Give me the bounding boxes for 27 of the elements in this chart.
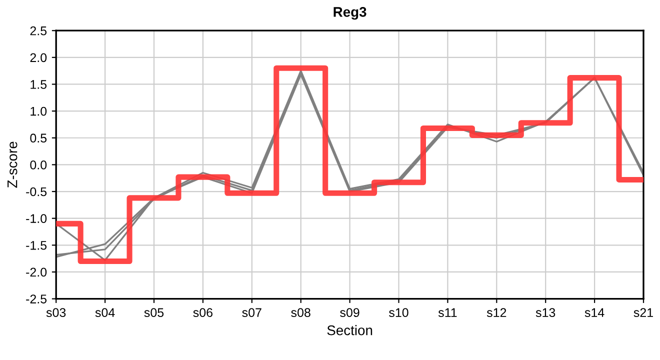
x-tick-label: s21 (634, 308, 653, 318)
y-tick-label: -1.0 (26, 214, 47, 223)
x-tick-label: s10 (389, 308, 408, 318)
x-tick-label: s04 (95, 308, 115, 318)
y-tick-label: 2.0 (30, 53, 47, 62)
chart-title: Reg3 (334, 7, 366, 20)
x-tick-label: s13 (536, 308, 556, 318)
y-tick-label: -1.5 (26, 241, 47, 250)
x-tick-label: s08 (291, 308, 310, 318)
x-axis-title: Section (327, 325, 372, 336)
x-tick-label: s11 (438, 308, 457, 318)
y-tick-label: 0.0 (30, 160, 47, 170)
y-tick-label: -2.0 (26, 268, 47, 277)
y-tick-label: -0.5 (26, 187, 47, 196)
y-tick-label: -2.5 (26, 294, 47, 304)
y-tick-label: 1.5 (30, 80, 47, 89)
y-tick-label: 2.5 (30, 26, 47, 36)
x-tick-label: s05 (144, 308, 164, 318)
x-tick-label: s12 (486, 308, 506, 318)
x-tick-label: s03 (46, 308, 66, 318)
x-tick-label: s09 (340, 308, 360, 318)
x-tick-label: s06 (193, 308, 212, 318)
y-tick-label: 0.5 (30, 134, 47, 143)
y-axis-title: Z-score (8, 142, 18, 188)
x-tick-label: s14 (584, 308, 604, 318)
y-tick-label: 1.0 (30, 106, 47, 116)
x-tick-label: s07 (242, 308, 262, 318)
